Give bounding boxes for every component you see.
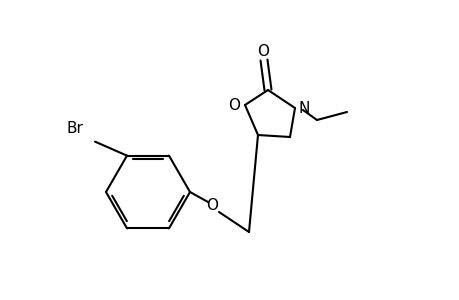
Text: Br: Br [66,121,83,136]
Text: O: O [228,98,240,112]
Text: N: N [298,100,309,116]
Text: O: O [257,44,269,59]
Text: O: O [206,199,218,214]
